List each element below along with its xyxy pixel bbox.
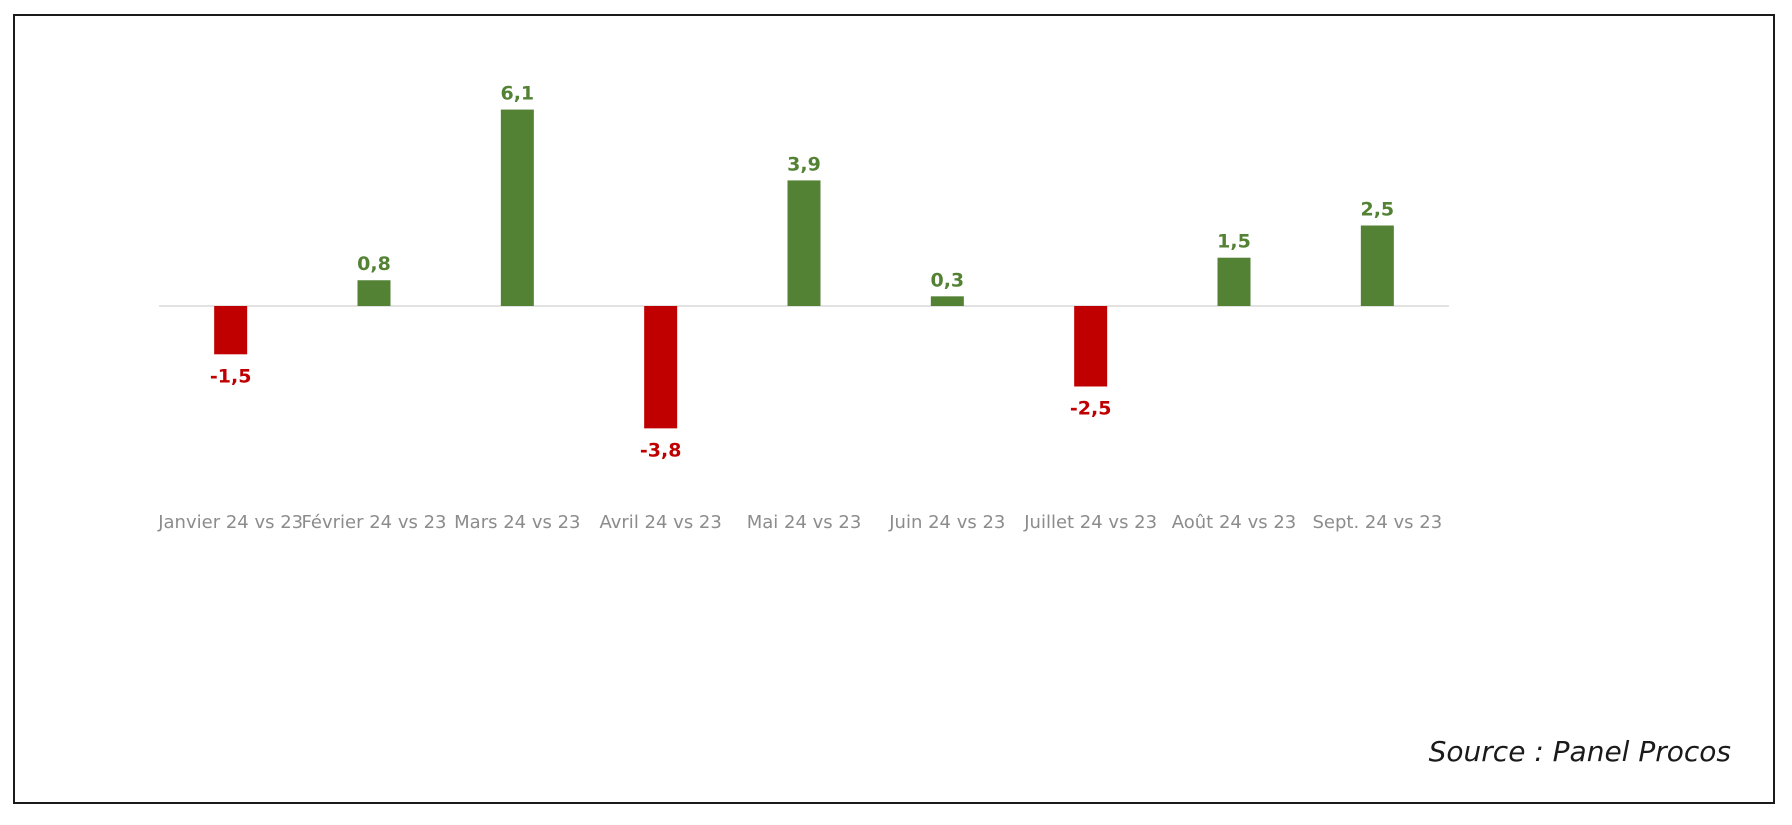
- category-label-8: Août 24 vs 23: [1172, 512, 1296, 533]
- bar-8: [1217, 257, 1251, 306]
- category-label-3: Mars 24 vs 23: [454, 512, 580, 533]
- source-note: Source : Panel Procos: [1428, 735, 1731, 768]
- value-label-4: -3,8: [640, 439, 682, 461]
- bar-2: [357, 280, 391, 306]
- category-label-7: Juillet 24 vs 23: [1023, 512, 1157, 533]
- value-labels-group: -1,5 0,8 6,1 -3,8 3,9 0,3 -2,5 1,5 2,5: [210, 83, 1394, 462]
- value-label-3: 6,1: [500, 83, 534, 105]
- bar-7: [1074, 306, 1108, 387]
- value-label-6: 0,3: [930, 269, 964, 291]
- category-label-4: Avril 24 vs 23: [600, 512, 722, 533]
- value-label-2: 0,8: [357, 253, 391, 275]
- value-label-8: 1,5: [1217, 231, 1251, 253]
- category-label-9: Sept. 24 vs 23: [1312, 512, 1442, 533]
- bar-9: [1360, 225, 1394, 306]
- bar-1: [214, 306, 248, 355]
- bar-3: [500, 109, 534, 306]
- bar-6: [930, 296, 964, 306]
- value-label-5: 3,9: [787, 153, 821, 175]
- value-label-9: 2,5: [1360, 199, 1394, 221]
- value-label-7: -2,5: [1070, 398, 1112, 420]
- chart-frame: -1,5 0,8 6,1 -3,8 3,9 0,3 -2,5 1,5 2,5 Janvier 2…: [13, 14, 1775, 804]
- bar-4: [644, 306, 678, 429]
- bar-chart: -1,5 0,8 6,1 -3,8 3,9 0,3 -2,5 1,5 2,5 Janvier 2…: [157, 83, 1449, 533]
- category-label-6: Juin 24 vs 23: [888, 512, 1005, 533]
- value-label-1: -1,5: [210, 365, 252, 387]
- bar-5: [787, 180, 821, 306]
- category-label-2: Février 24 vs 23: [302, 512, 447, 533]
- bars-group: [214, 109, 1394, 429]
- category-label-1: Janvier 24 vs 23: [157, 512, 303, 533]
- category-label-5: Mai 24 vs 23: [747, 512, 862, 533]
